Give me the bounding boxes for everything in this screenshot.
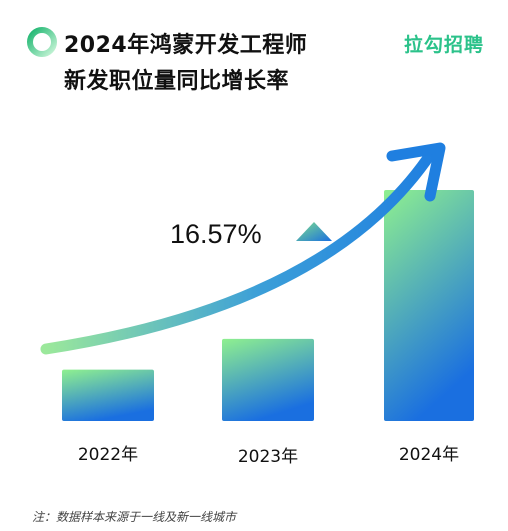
title-line-1: 2024年鸿蒙开发工程师 [64,33,308,58]
title-line-2: 新发职位量同比增长率 [64,69,290,94]
bar-2 [384,190,474,421]
trend-arrow [40,146,438,355]
logo-ring-icon [27,27,57,57]
category-label-2: 2024年 [399,445,459,465]
trend-arrow-head [386,142,446,202]
growth-rate-label: 16.57% [170,219,262,249]
brand-logo: 拉勾招聘 [403,34,484,56]
up-triangle-icon [296,222,332,241]
category-label-0: 2022年 [78,445,138,465]
bar-1 [222,338,314,421]
bar-0 [62,369,154,421]
category-label-1: 2023年 [238,447,298,467]
page-title: 2024年鸿蒙开发工程师 新发职位量同比增长率 [64,28,307,100]
footnote: 注：数据样本来源于一线及新一线城市 [32,510,237,524]
